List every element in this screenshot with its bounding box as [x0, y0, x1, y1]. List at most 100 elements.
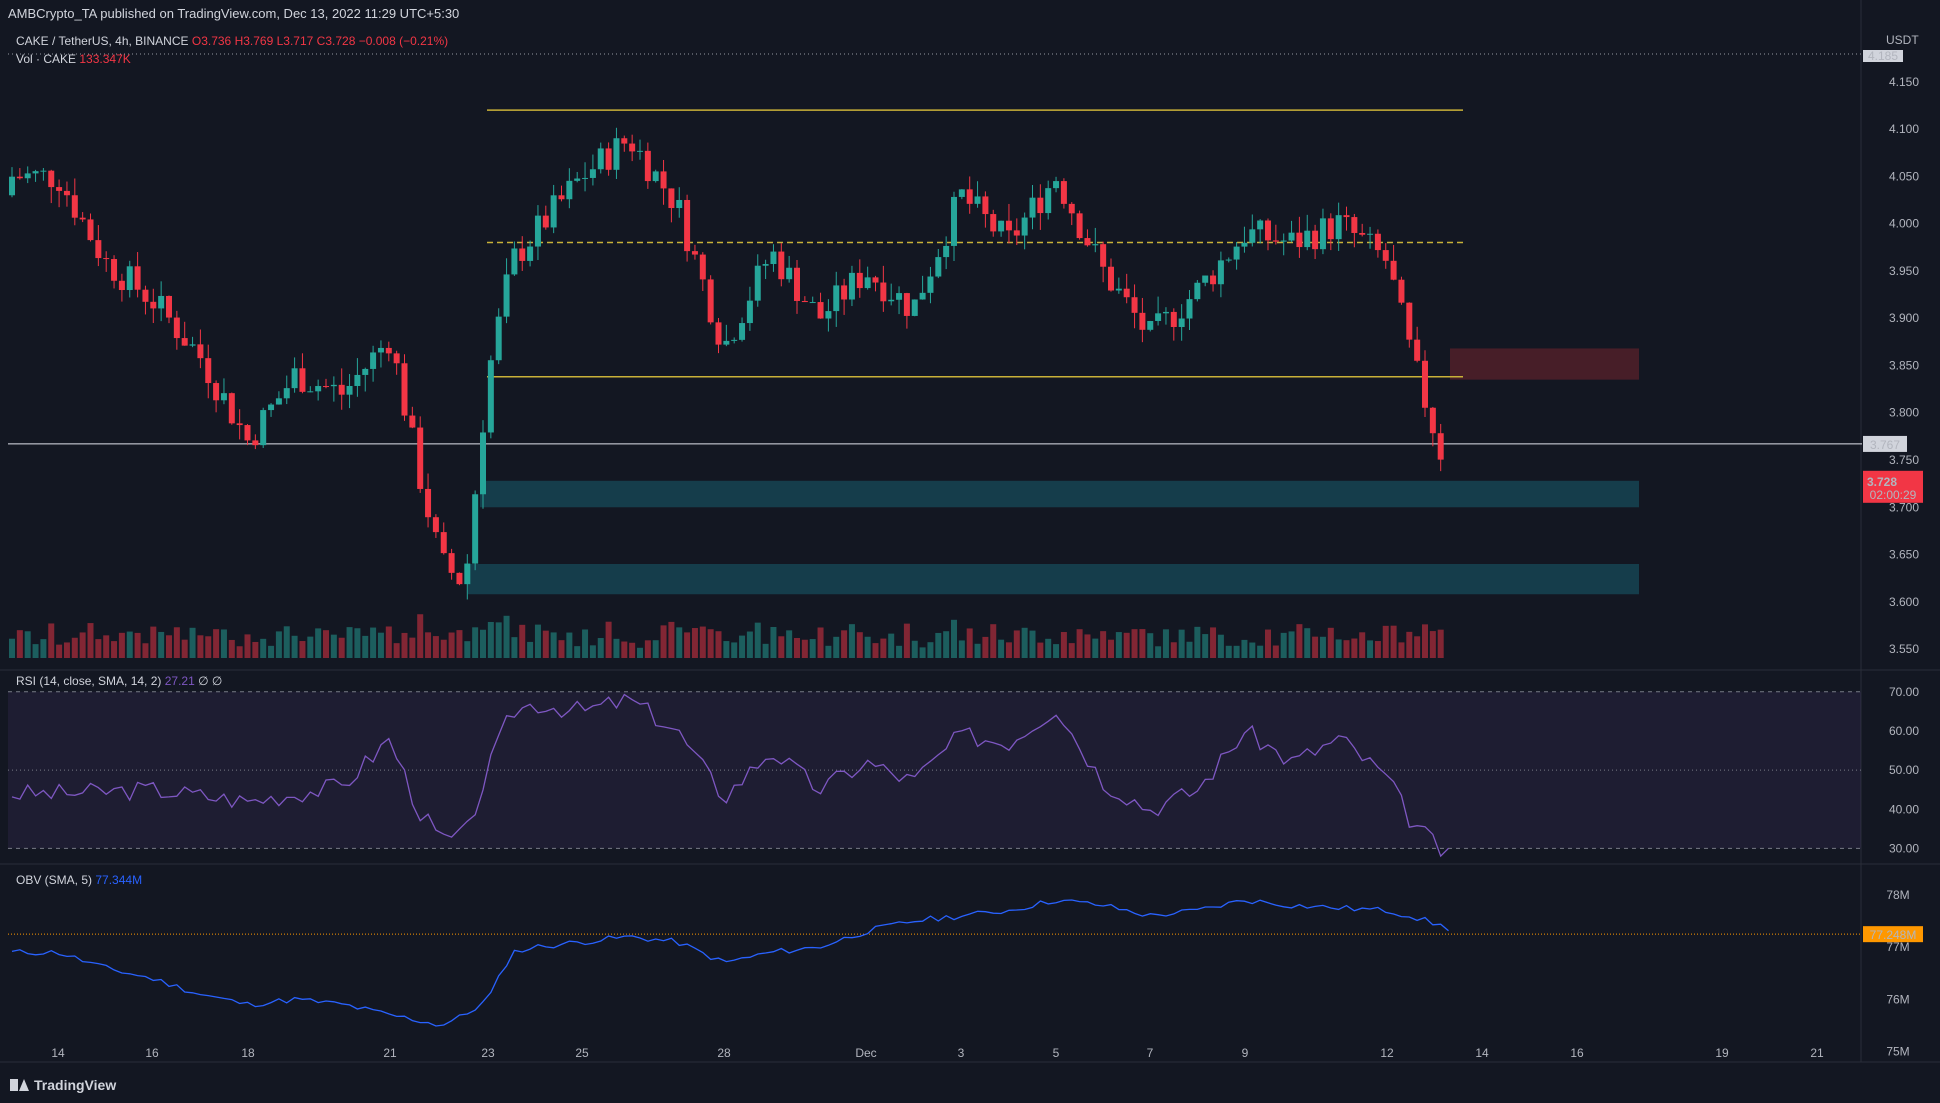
volume-bar: [864, 636, 871, 658]
candle-body: [817, 302, 824, 319]
volume-bar: [95, 639, 102, 658]
volume-bar: [1178, 629, 1185, 658]
candle-body: [589, 169, 596, 178]
volume-bar: [275, 631, 282, 658]
candle-body: [794, 267, 800, 301]
candle-body: [1359, 232, 1366, 235]
candle-body: [998, 220, 1005, 232]
volume-bar: [385, 626, 392, 658]
volume-legend: Vol · CAKE 133.347K: [16, 52, 131, 66]
candle-body: [597, 148, 604, 170]
candle-body: [1367, 233, 1374, 235]
candle-body: [111, 259, 118, 281]
candle-body: [1123, 288, 1130, 298]
volume-bar: [1351, 638, 1358, 658]
tradingview-logo-icon: [10, 1079, 29, 1091]
candle-body: [550, 195, 557, 228]
volume-bar: [1359, 632, 1366, 658]
candle-body: [16, 176, 23, 179]
volume-bar: [440, 639, 447, 658]
volume-bar: [746, 631, 753, 658]
volume-bar: [534, 624, 541, 658]
candle-body: [142, 289, 149, 302]
volume-bar: [299, 641, 306, 658]
volume-bar: [770, 627, 777, 658]
volume-bar: [1272, 645, 1279, 658]
date-tick-label: 7: [1147, 1046, 1154, 1060]
candle-body: [1005, 220, 1012, 231]
volume-bar: [1319, 636, 1326, 658]
volume-bar: [1123, 632, 1130, 658]
date-tick-label: 12: [1380, 1046, 1394, 1060]
candle-body: [393, 353, 400, 364]
candle-body: [330, 384, 337, 387]
candle-body: [79, 217, 86, 220]
candle-body: [448, 553, 455, 573]
candle-body: [833, 285, 840, 312]
volume-bar: [401, 632, 408, 658]
top-price-badge: [1863, 50, 1903, 62]
price-tick-label: 4.150: [1889, 75, 1919, 89]
volume-bar: [911, 640, 918, 658]
candle-body: [1249, 229, 1256, 243]
volume-bar: [605, 621, 612, 658]
candle-body: [1272, 240, 1279, 242]
grid: [0, 0, 1940, 1063]
candle-body: [1241, 242, 1248, 247]
volume-bar: [896, 645, 903, 658]
axes: 4.150 4.100 4.050 4.000 3.950 3.900 3.850 3.800…: [51, 33, 1923, 1060]
candle-body: [236, 423, 243, 426]
volume-bar: [566, 632, 573, 658]
candle-body: [1210, 275, 1217, 285]
volume-bar: [480, 629, 486, 658]
date-tick-label: 14: [1475, 1046, 1489, 1060]
candle-body: [699, 254, 706, 280]
volume-bar: [1186, 641, 1193, 658]
candle-body: [582, 177, 589, 179]
volume-bar: [1005, 642, 1012, 658]
date-tick-label: 3: [958, 1046, 965, 1060]
candle-body: [1162, 311, 1169, 314]
volume-bar: [1414, 636, 1421, 658]
candle-body: [1029, 197, 1036, 218]
volume-bar: [150, 626, 157, 658]
volume-bar: [1343, 640, 1350, 658]
candle-body: [990, 214, 997, 232]
volume-bar: [676, 627, 683, 658]
candle-body: [244, 425, 251, 441]
volume-bar: [731, 642, 738, 658]
date-tick-label: 19: [1715, 1046, 1729, 1060]
tradingview-brand[interactable]: TradingView: [10, 1077, 116, 1093]
volume-bar: [252, 641, 259, 658]
volume-bar: [974, 643, 981, 658]
candle-body: [684, 199, 691, 252]
candle-body: [668, 188, 675, 209]
date-tick-label: Dec: [855, 1046, 876, 1060]
low-value: L3.717: [276, 34, 314, 48]
volume-bar: [691, 628, 698, 658]
candle-body: [762, 264, 769, 266]
volume-bar: [990, 624, 997, 658]
candle-body: [629, 143, 636, 152]
candle-body: [927, 276, 934, 293]
candle-body: [723, 340, 730, 345]
candle-body: [911, 299, 918, 316]
volume-bar: [197, 635, 204, 658]
volume-bar: [558, 640, 565, 658]
obv-value: 77.344M: [95, 873, 143, 887]
volume-bar: [330, 634, 337, 658]
candle-body: [440, 532, 447, 554]
candle-body: [1202, 275, 1209, 283]
date-tick-label: 23: [481, 1046, 495, 1060]
open-value: O3.736: [191, 34, 232, 48]
rsi-legend: RSI (14, close, SMA, 14, 2) 27.21 ∅ ∅: [16, 674, 222, 688]
candle-body: [1108, 266, 1114, 291]
volume-bar: [1202, 634, 1209, 658]
candle-body: [511, 248, 518, 275]
volume-label: Vol · CAKE: [16, 52, 77, 66]
volume-bar: [268, 645, 275, 658]
volume-bar: [833, 636, 840, 658]
volume-bar: [377, 632, 384, 658]
candle-body: [1390, 260, 1397, 280]
